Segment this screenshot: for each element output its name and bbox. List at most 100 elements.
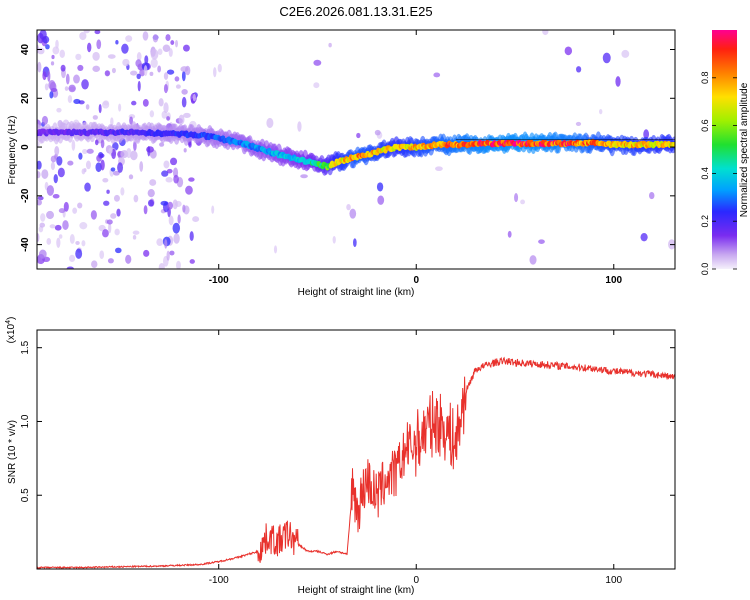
heatmap-noise-cell xyxy=(79,31,87,41)
heatmap-noise-cell xyxy=(149,110,155,118)
heatmap-noise-cell xyxy=(136,52,142,61)
heatmap-noise-cell xyxy=(96,39,102,50)
spectrogram-panel: -100 0 100 -40 -20 0 20 40 Height of straight l… xyxy=(7,29,676,298)
heatmap-noise-cell xyxy=(163,160,170,169)
heatmap-noise-cell xyxy=(50,155,57,163)
heatmap-noise-cell xyxy=(136,73,141,80)
heatmap-noise-cell xyxy=(72,207,78,214)
heatmap-noise-cell xyxy=(520,199,526,205)
heatmap-noise-cell xyxy=(192,93,196,102)
heatmap-noise-cell xyxy=(575,121,582,126)
heatmap-noise-cell xyxy=(52,193,60,199)
heatmap-noise-cell xyxy=(615,76,621,87)
heatmap-noise-cell xyxy=(42,71,47,81)
heatmap-noise-cell xyxy=(166,250,170,261)
colorbar-tick-label: 0.4 xyxy=(700,167,710,180)
heatmap-noise-cell xyxy=(175,39,179,48)
heatmap-noise-cell xyxy=(107,54,116,59)
heatmap-noise-cell xyxy=(157,65,162,73)
heatmap-noise-cell xyxy=(144,55,149,65)
snr-xtick-label: 100 xyxy=(605,575,622,586)
heatmap-noise-cell xyxy=(159,142,165,147)
heatmap-noise-cell xyxy=(106,219,113,225)
heatmap-noise-cell xyxy=(79,222,88,230)
snr-ytick-label: 1.0 xyxy=(20,414,31,428)
heatmap-noise-cell xyxy=(177,214,181,224)
heatmap-noise-cell xyxy=(113,194,120,202)
heatmap-noise-cell xyxy=(192,216,200,223)
heatmap-noise-cell xyxy=(108,222,112,234)
heatmap-noise-cell xyxy=(99,153,105,158)
heatmap-noise-cell xyxy=(176,260,181,269)
heatmap-noise-cell xyxy=(266,117,274,129)
heatmap-noise-cell xyxy=(49,91,54,99)
heatmap-noise-cell xyxy=(332,235,336,244)
snr-xtick-label: -100 xyxy=(209,575,229,586)
heatmap-noise-cell xyxy=(41,115,49,125)
heatmap-noise-cell xyxy=(435,166,443,172)
heatmap-noise-cell xyxy=(85,160,91,170)
heatmap-noise-cell xyxy=(37,160,42,170)
heatmap-noise-cell xyxy=(81,168,86,175)
heatmap-noise-cell xyxy=(73,74,80,84)
spectrogram-xtick-label: -100 xyxy=(209,275,229,286)
heatmap-noise-cell xyxy=(50,87,58,92)
heatmap-noise-cell xyxy=(168,215,174,226)
heatmap-noise-cell xyxy=(81,79,89,90)
heatmap-noise-cell xyxy=(621,49,630,58)
heatmap-noise-cell xyxy=(91,260,98,269)
heatmap-noise-cell xyxy=(165,34,171,42)
heatmap-noise-cell xyxy=(542,30,549,36)
heatmap-noise-cell xyxy=(374,129,381,136)
heatmap-noise-cell xyxy=(68,84,76,93)
heatmap-noise-cell xyxy=(121,43,129,54)
heatmap-noise-cell xyxy=(313,59,322,66)
heatmap-noise-cell xyxy=(189,231,194,242)
colorbar: 0.0 0.2 0.4 0.6 0.8 Normalized spectral ampl… xyxy=(700,30,750,275)
heatmap-noise-cell xyxy=(95,162,102,173)
heatmap-noise-cell xyxy=(60,64,66,72)
spectrogram-heatmap xyxy=(37,30,675,269)
heatmap-noise-cell xyxy=(189,259,195,264)
heatmap-noise-cell xyxy=(142,99,149,107)
heatmap-noise-cell xyxy=(162,44,171,52)
spectrogram-frame xyxy=(36,29,676,270)
heatmap-noise-cell xyxy=(133,194,139,203)
heatmap-noise-cell xyxy=(44,83,49,91)
colorbar-label: Normalized spectral amplitude xyxy=(739,82,750,217)
heatmap-noise-cell xyxy=(54,146,60,156)
heatmap-noise-cell xyxy=(172,199,178,210)
heatmap-noise-cell xyxy=(147,199,154,207)
snr-frame xyxy=(36,329,676,570)
heatmap-noise-cell xyxy=(173,233,180,244)
heatmap-noise-cell xyxy=(102,177,109,183)
heatmap-noise-cell xyxy=(37,233,40,242)
heatmap-noise-cell xyxy=(169,250,175,256)
heatmap-noise-cell xyxy=(131,100,137,106)
heatmap-noise-cell xyxy=(377,195,385,205)
heatmap-noise-cell xyxy=(132,230,140,235)
heatmap-noise-cell xyxy=(81,240,86,247)
heatmap-noise-cell xyxy=(346,203,351,211)
heatmap-noise-cell xyxy=(213,67,217,78)
spectrogram-ytick-label: 20 xyxy=(20,92,31,104)
heatmap-noise-cell xyxy=(133,140,137,151)
snr-scale-close: ) xyxy=(6,317,17,320)
heatmap-noise-cell xyxy=(181,89,188,95)
heatmap-noise-cell xyxy=(115,247,122,254)
heatmap-noise-cell xyxy=(92,115,98,120)
colorbar-gradient xyxy=(712,30,737,269)
spectrogram-xtick-label: 100 xyxy=(605,275,622,286)
heatmap-noise-cell xyxy=(514,193,519,203)
heatmap-noise-cell xyxy=(103,200,110,206)
heatmap-noise-cell xyxy=(69,254,76,263)
heatmap-noise-cell xyxy=(173,174,179,184)
heatmap-noise-cell xyxy=(149,179,157,186)
heatmap-noise-cell xyxy=(111,67,116,74)
heatmap-noise-cell xyxy=(54,224,62,231)
heatmap-noise-cell xyxy=(126,147,132,159)
heatmap-noise-cell xyxy=(156,238,164,246)
heatmap-noise-cell xyxy=(163,83,168,94)
heatmap-noise-cell xyxy=(62,220,69,230)
